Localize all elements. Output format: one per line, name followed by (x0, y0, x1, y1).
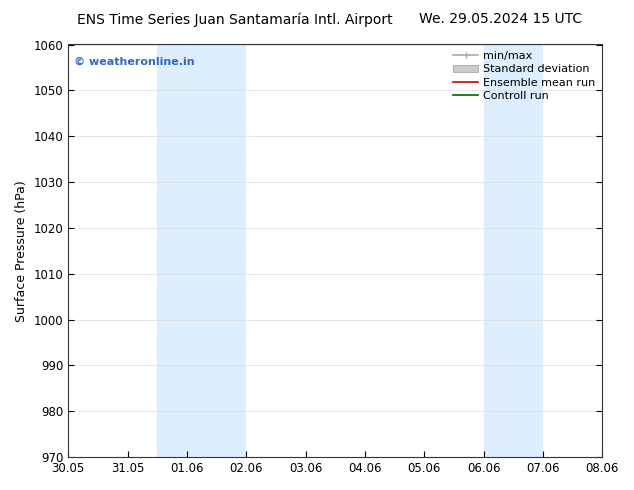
Bar (484, 45, 514, 457)
Y-axis label: Surface Pressure (hPa): Surface Pressure (hPa) (15, 180, 28, 322)
Text: We. 29.05.2024 15 UTC: We. 29.05.2024 15 UTC (419, 12, 583, 26)
Bar (217, 45, 246, 457)
Text: ENS Time Series Juan Santamaría Intl. Airport: ENS Time Series Juan Santamaría Intl. Ai… (77, 12, 392, 27)
Legend: min/max, Standard deviation, Ensemble mean run, Controll run: min/max, Standard deviation, Ensemble me… (449, 47, 600, 106)
Bar (514, 45, 543, 457)
Bar (157, 45, 217, 457)
Text: © weatheronline.in: © weatheronline.in (74, 57, 194, 67)
